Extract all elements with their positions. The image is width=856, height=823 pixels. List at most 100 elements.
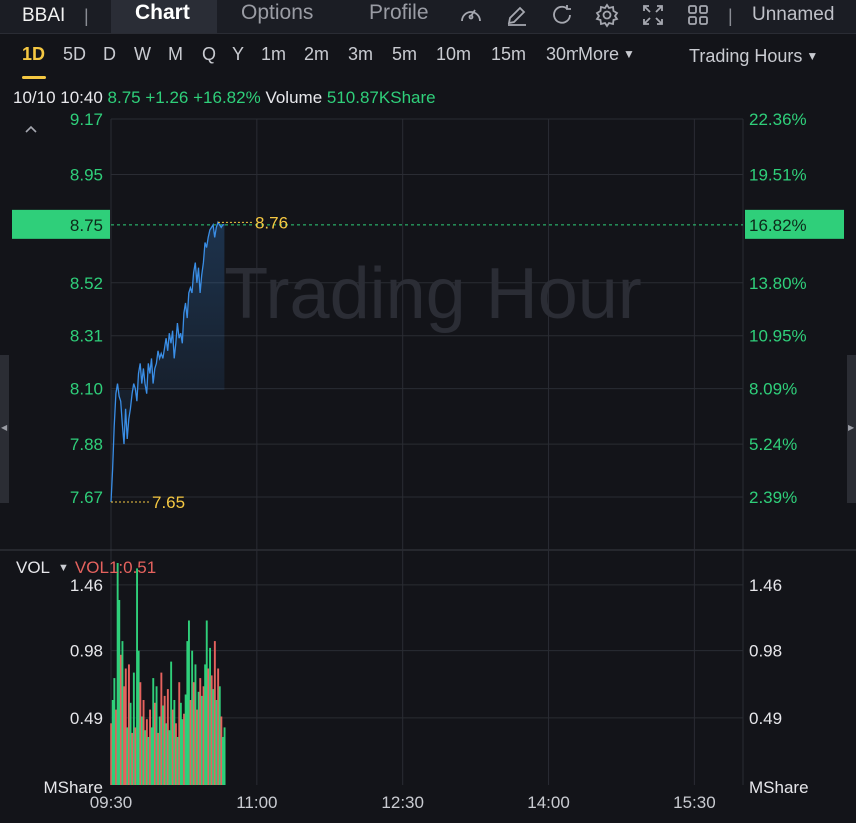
volume-bar — [220, 716, 223, 785]
period-5m[interactable]: 5m — [392, 44, 418, 64]
volume-tick-label: 1.46 — [70, 576, 103, 595]
more-dropdown[interactable]: More ▼ — [578, 44, 635, 65]
price-area-fill — [111, 222, 225, 503]
volume-bar — [178, 682, 181, 785]
volume-bar — [141, 716, 143, 785]
price-tick-label: 8.31 — [70, 327, 103, 346]
price-tick-label: 8.95 — [70, 165, 103, 184]
period-1d[interactable]: 1D — [22, 44, 46, 64]
price-tick-label: 8.10 — [70, 380, 103, 399]
volume-bar — [162, 705, 164, 785]
volume-bar — [123, 686, 126, 785]
volume-unit-label: MShare — [43, 778, 103, 797]
volume-bar — [204, 664, 207, 785]
grid-icon[interactable] — [685, 2, 711, 28]
volume-bar — [207, 668, 210, 785]
period-m[interactable]: M — [168, 44, 183, 64]
x-tick-label: 12:30 — [381, 793, 424, 812]
quote-change: +1.26 — [145, 88, 189, 107]
volume-bar — [149, 709, 151, 785]
price-tick-label: 7.88 — [70, 435, 103, 454]
volume-header[interactable]: VOL ▼ VOL1:0.51 — [16, 558, 156, 578]
edit-icon[interactable] — [504, 2, 530, 28]
volume-bar — [186, 641, 189, 785]
pct-tick-label: 22.36% — [749, 110, 807, 129]
volume-bar — [176, 737, 179, 785]
volume-tick-label: 1.46 — [749, 576, 782, 595]
divider: | — [84, 6, 89, 26]
period-3m[interactable]: 3m — [348, 44, 374, 64]
volume-bar — [163, 695, 166, 785]
arrow-left-icon: ◀ — [1, 423, 8, 432]
layout-name[interactable]: Unnamed — [752, 4, 835, 25]
tab-profile[interactable]: Profile — [369, 1, 429, 24]
volume-bar — [147, 737, 150, 785]
volume-value: 510.87KShare — [326, 88, 436, 107]
volume-bar — [121, 641, 124, 785]
volume-bar — [128, 664, 130, 785]
refresh-icon[interactable] — [549, 2, 575, 28]
right-panel-toggle[interactable]: ▶ — [847, 355, 856, 503]
volume-bar — [111, 700, 114, 785]
period-d[interactable]: D — [103, 44, 116, 64]
pct-tick-label: 13.80% — [749, 274, 807, 293]
price-line — [110, 220, 225, 503]
pct-tick-label: 5.24% — [749, 435, 797, 454]
period-10m[interactable]: 10m — [436, 44, 472, 64]
pct-tick-label: 2.39% — [749, 488, 797, 507]
current-price-badge — [12, 209, 110, 239]
volume-bar — [136, 568, 138, 785]
volume-bar — [217, 668, 220, 785]
volume-bar — [126, 727, 129, 785]
volume-bar — [144, 730, 147, 785]
volume-bar — [196, 709, 198, 785]
gauge-icon[interactable] — [458, 2, 484, 28]
volume-bar — [223, 727, 226, 785]
volume-bar — [166, 689, 169, 785]
fullscreen-icon[interactable] — [640, 2, 666, 28]
volume-bar — [129, 702, 132, 785]
volume-bar — [171, 709, 174, 785]
gear-icon[interactable] — [594, 2, 620, 28]
current-pct-badge — [745, 209, 844, 239]
period-5d[interactable]: 5D — [63, 44, 87, 64]
volume-label: Volume — [265, 88, 323, 107]
tab-options[interactable]: Options — [241, 1, 314, 24]
pct-tick-label: 19.51% — [749, 165, 807, 184]
volume-bar — [209, 647, 211, 785]
volume-tick-label: 0.49 — [70, 709, 103, 728]
period-y[interactable]: Y — [232, 44, 245, 64]
period-1m[interactable]: 1m — [261, 44, 287, 64]
session-dropdown[interactable]: Trading Hours ▼ — [689, 46, 818, 67]
volume-bar — [218, 686, 221, 785]
volume-bar — [116, 563, 119, 785]
period-bar: 1D 5D D W M Q Y 1m 2m 3m 5m 10m 15m 30m … — [0, 34, 856, 79]
volume-bar — [200, 695, 203, 785]
x-tick-label: 15:30 — [673, 793, 716, 812]
volume-bar — [188, 620, 190, 785]
period-2m[interactable]: 2m — [304, 44, 330, 64]
period-q[interactable]: Q — [202, 44, 217, 64]
collapse-chevron-icon[interactable] — [24, 122, 38, 136]
volume-bar — [131, 732, 134, 785]
volume-bar — [155, 686, 158, 785]
volume-bar — [192, 682, 195, 785]
high-label: 8.76 — [255, 213, 288, 232]
tab-chart[interactable]: Chart — [111, 0, 217, 33]
left-panel-toggle[interactable]: ◀ — [0, 355, 9, 503]
price-tick-label: 7.67 — [70, 488, 103, 507]
period-15m[interactable]: 15m — [491, 44, 527, 64]
volume-bar — [118, 600, 121, 785]
volume-bar — [191, 650, 194, 785]
volume-bar — [110, 723, 113, 785]
more-label: More — [578, 44, 620, 64]
caret-down-icon[interactable]: ▼ — [58, 562, 69, 574]
volume-bar — [119, 654, 122, 785]
session-label: Trading Hours — [689, 46, 803, 66]
pct-tick-label: 8.09% — [749, 380, 797, 399]
volume-bar — [115, 709, 117, 785]
volume-bar — [189, 700, 192, 785]
period-w[interactable]: W — [134, 44, 151, 64]
period-30m[interactable]: 30m — [546, 44, 578, 64]
